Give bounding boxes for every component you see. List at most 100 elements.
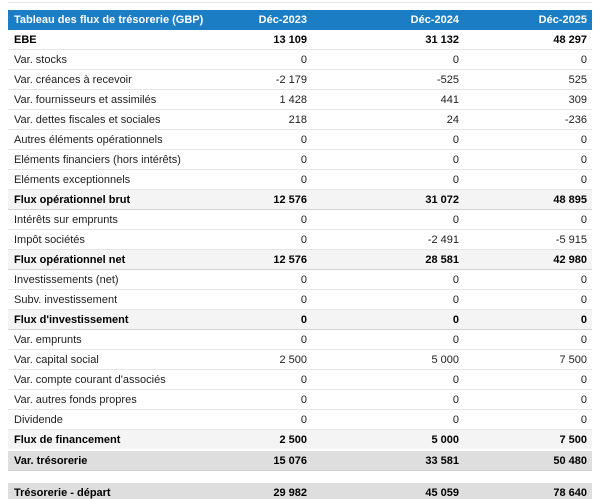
row-value: 0: [312, 369, 464, 390]
table-row: Trésorerie - départ 29 982 45 059 78 640: [8, 481, 592, 499]
row-label: Var. fournisseurs et assimilés: [8, 89, 244, 110]
row-value: 0: [464, 129, 592, 150]
row-value: 2 500: [244, 429, 312, 451]
cash-flow-table: Tableau des flux de trésorerie (GBP) Déc…: [8, 10, 592, 499]
row-value: 0: [312, 129, 464, 150]
table-header-row: Tableau des flux de trésorerie (GBP) Déc…: [8, 10, 592, 30]
row-value: 5 000: [312, 349, 464, 370]
row-value: 0: [464, 149, 592, 170]
row-value: 0: [244, 269, 312, 290]
row-value: 0: [312, 289, 464, 310]
row-value: 28 581: [312, 249, 464, 270]
row-value: 2 500: [244, 349, 312, 370]
row-value: 12 576: [244, 249, 312, 270]
row-label: Intérêts sur emprunts: [8, 209, 244, 230]
table-body: EBE 13 109 31 132 48 297 Var. stocks 0 0 0 Var. …: [8, 30, 592, 499]
row-value: 31 132: [312, 30, 464, 50]
column-header-dec-2025: Déc-2025: [464, 10, 592, 30]
table-row: Flux de financement 2 500 5 000 7 500: [8, 429, 592, 451]
row-label: Autres éléments opérationnels: [8, 129, 244, 150]
table-row: Eléments financiers (hors intérêts) 0 0 0: [8, 149, 592, 170]
row-value: 0: [464, 409, 592, 430]
row-label: Var. emprunts: [8, 329, 244, 350]
spacer-cell: [8, 470, 592, 482]
row-label: Flux opérationnel net: [8, 249, 244, 270]
row-value: 525: [464, 69, 592, 90]
row-value: 13 109: [244, 30, 312, 50]
table-row: Impôt sociétés 0 -2 491 -5 915: [8, 229, 592, 250]
row-value: 0: [244, 209, 312, 230]
row-value: 7 500: [464, 429, 592, 451]
spacer-row: [8, 470, 592, 482]
row-value: 441: [312, 89, 464, 110]
row-value: 1 428: [244, 89, 312, 110]
row-value: 0: [312, 389, 464, 410]
row-value: 50 480: [464, 449, 592, 471]
row-value: 0: [244, 49, 312, 70]
row-label: Subv. investissement: [8, 289, 244, 310]
row-value: 0: [312, 49, 464, 70]
row-value: 0: [464, 369, 592, 390]
row-label: Var. créances à recevoir: [8, 69, 244, 90]
row-value: 29 982: [244, 481, 312, 499]
row-value: -2 179: [244, 69, 312, 90]
table-row: Var. emprunts 0 0 0: [8, 329, 592, 350]
table-row: Var. dettes fiscales et sociales 218 24 -23…: [8, 109, 592, 130]
row-label: Var. compte courant d'associés: [8, 369, 244, 390]
row-value: 5 000: [312, 429, 464, 451]
row-label: Eléments exceptionnels: [8, 169, 244, 190]
row-label: Flux de financement: [8, 429, 244, 451]
row-value: 0: [464, 169, 592, 190]
row-value: -2 491: [312, 229, 464, 250]
row-value: 0: [244, 229, 312, 250]
table-row: Eléments exceptionnels 0 0 0: [8, 169, 592, 190]
top-divider: [8, 2, 592, 3]
table-row: Var. stocks 0 0 0: [8, 49, 592, 70]
row-value: 0: [244, 129, 312, 150]
row-value: -525: [312, 69, 464, 90]
row-value: 15 076: [244, 449, 312, 471]
table-row: Flux opérationnel net 12 576 28 581 42 980: [8, 249, 592, 270]
row-label: Flux d'investissement: [8, 309, 244, 330]
table-row: Intérêts sur emprunts 0 0 0: [8, 209, 592, 230]
table-row: Var. fournisseurs et assimilés 1 428 441 30…: [8, 89, 592, 110]
table-row: Subv. investissement 0 0 0: [8, 289, 592, 310]
row-label: Var. autres fonds propres: [8, 389, 244, 410]
row-value: 42 980: [464, 249, 592, 270]
row-label: Trésorerie - départ: [8, 481, 244, 499]
row-value: 45 059: [312, 481, 464, 499]
row-value: 0: [312, 149, 464, 170]
row-label: Flux opérationnel brut: [8, 189, 244, 210]
column-header-dec-2024: Déc-2024: [312, 10, 464, 30]
row-label: EBE: [8, 30, 244, 50]
table-row: Var. trésorerie 15 076 33 581 50 480: [8, 449, 592, 471]
table-row: Autres éléments opérationnels 0 0 0: [8, 129, 592, 150]
row-label: Eléments financiers (hors intérêts): [8, 149, 244, 170]
row-value: 0: [312, 329, 464, 350]
column-header-dec-2023: Déc-2023: [244, 10, 312, 30]
row-value: 48 895: [464, 189, 592, 210]
row-value: 12 576: [244, 189, 312, 210]
row-value: 0: [244, 409, 312, 430]
row-value: 78 640: [464, 481, 592, 499]
row-value: 24: [312, 109, 464, 130]
row-value: 0: [244, 329, 312, 350]
row-value: 0: [244, 169, 312, 190]
row-value: 7 500: [464, 349, 592, 370]
row-value: 0: [464, 289, 592, 310]
table-row: Flux opérationnel brut 12 576 31 072 48 895: [8, 189, 592, 210]
row-value: 0: [244, 309, 312, 330]
row-value: 0: [312, 209, 464, 230]
row-value: 0: [464, 269, 592, 290]
row-value: 0: [244, 389, 312, 410]
table-row: Dividende 0 0 0: [8, 409, 592, 430]
row-label: Var. stocks: [8, 49, 244, 70]
row-label: Dividende: [8, 409, 244, 430]
row-value: 0: [464, 389, 592, 410]
row-value: -236: [464, 109, 592, 130]
row-value: 31 072: [312, 189, 464, 210]
row-value: 33 581: [312, 449, 464, 471]
row-value: 0: [464, 49, 592, 70]
row-value: 0: [244, 149, 312, 170]
row-value: 0: [312, 309, 464, 330]
